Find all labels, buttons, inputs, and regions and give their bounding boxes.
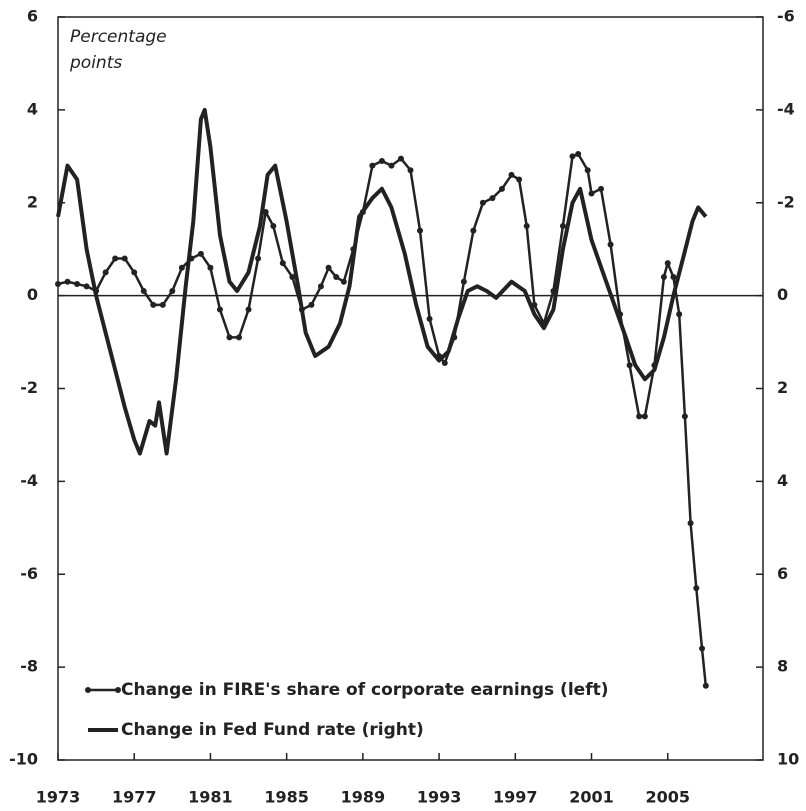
y-tick-label: 2 bbox=[27, 192, 38, 211]
y2-tick-label: 2 bbox=[777, 378, 788, 397]
y-tick-label: -4 bbox=[20, 471, 38, 490]
x-tick-label: 2005 bbox=[645, 788, 690, 807]
series-marker bbox=[255, 255, 262, 262]
series-marker bbox=[197, 250, 204, 257]
series-marker bbox=[626, 362, 633, 369]
x-tick-label: 2001 bbox=[569, 788, 614, 807]
series-marker bbox=[569, 153, 576, 160]
series-marker bbox=[102, 269, 109, 276]
series-marker bbox=[279, 260, 286, 267]
series-marker bbox=[508, 171, 515, 178]
series-marker bbox=[64, 278, 71, 285]
series-line bbox=[56, 107, 708, 456]
series-marker bbox=[523, 222, 530, 229]
series-marker bbox=[112, 255, 119, 262]
series-marker bbox=[575, 150, 582, 157]
y-tick-label: -8 bbox=[20, 657, 38, 676]
x-tick-label: 1973 bbox=[36, 788, 81, 807]
y2-tick-label: 0 bbox=[777, 285, 788, 304]
series-marker bbox=[660, 274, 667, 281]
series-marker bbox=[378, 157, 385, 164]
y2-tick-label: 10 bbox=[777, 750, 799, 769]
series-marker bbox=[407, 167, 414, 174]
series-marker bbox=[159, 301, 166, 308]
legend-marker bbox=[85, 687, 91, 693]
series-marker bbox=[150, 301, 157, 308]
legend-marker bbox=[115, 687, 121, 693]
series-marker bbox=[702, 682, 709, 689]
series-marker bbox=[641, 413, 648, 420]
series-marker bbox=[598, 185, 605, 192]
y2-tick-label: -6 bbox=[777, 7, 795, 26]
series-marker bbox=[699, 645, 706, 652]
series-marker bbox=[479, 199, 486, 206]
y2-tick-label: -2 bbox=[777, 192, 795, 211]
axis-annotation: Percentage points bbox=[70, 27, 167, 73]
series-marker bbox=[121, 255, 128, 262]
series-marker bbox=[74, 281, 81, 288]
series-marker bbox=[216, 306, 223, 313]
series-marker bbox=[270, 222, 277, 229]
y-tick-label: -6 bbox=[20, 564, 38, 583]
series-marker bbox=[55, 281, 61, 288]
y-tick-label: 0 bbox=[27, 285, 38, 304]
series-marker bbox=[441, 359, 448, 366]
series-marker bbox=[584, 167, 591, 174]
series-marker bbox=[693, 585, 700, 592]
y-tick-label: 6 bbox=[27, 7, 38, 26]
series-marker bbox=[226, 334, 233, 341]
y-tick-label: -2 bbox=[20, 378, 38, 397]
series-marker bbox=[83, 283, 90, 290]
y2-tick-label: 6 bbox=[777, 564, 788, 583]
series-marker bbox=[169, 287, 176, 294]
series-marker bbox=[516, 176, 523, 183]
series-marker bbox=[588, 190, 595, 197]
plot-frame bbox=[57, 16, 764, 761]
y2-tick-label: 4 bbox=[777, 471, 788, 490]
series-marker bbox=[207, 264, 214, 271]
series-marker bbox=[681, 413, 688, 420]
series-marker bbox=[140, 287, 147, 294]
y2-tick-label: 8 bbox=[777, 657, 788, 676]
y2-tick-label: -4 bbox=[777, 99, 795, 118]
legend-label: Change in Fed Fund rate (right) bbox=[121, 720, 424, 740]
series-marker bbox=[245, 306, 252, 313]
series-marker bbox=[607, 241, 614, 248]
series-marker bbox=[236, 334, 243, 341]
series-marker bbox=[670, 274, 677, 281]
series-marker bbox=[388, 162, 395, 169]
series-marker bbox=[369, 162, 376, 169]
y-tick-label: -10 bbox=[9, 750, 38, 769]
x-tick-label: 1977 bbox=[112, 788, 157, 807]
x-tick-label: 1997 bbox=[493, 788, 538, 807]
series-marker bbox=[498, 185, 505, 192]
series-marker bbox=[333, 274, 340, 281]
series-marker bbox=[340, 278, 347, 285]
series-marker bbox=[289, 274, 296, 281]
y-tick-label: 4 bbox=[27, 99, 38, 118]
series-marker bbox=[460, 278, 467, 285]
series-marker bbox=[317, 283, 324, 290]
series-marker bbox=[559, 222, 566, 229]
series-marker bbox=[470, 227, 477, 234]
x-tick-label: 1981 bbox=[188, 788, 233, 807]
series-marker bbox=[676, 311, 683, 318]
series-marker bbox=[308, 301, 315, 308]
x-tick-label: 1989 bbox=[341, 788, 386, 807]
series-marker bbox=[178, 264, 185, 271]
x-tick-label: 1993 bbox=[417, 788, 462, 807]
series-marker bbox=[417, 227, 424, 234]
series-marker bbox=[687, 520, 694, 527]
series-marker bbox=[426, 315, 433, 322]
legend-label: Change in FIRE's share of corporate earn… bbox=[121, 680, 608, 700]
series-marker bbox=[325, 264, 332, 271]
series-marker bbox=[636, 413, 643, 420]
series-marker bbox=[131, 269, 138, 276]
x-tick-label: 1985 bbox=[264, 788, 309, 807]
series-marker bbox=[664, 260, 671, 267]
series-marker bbox=[397, 155, 404, 162]
series-marker bbox=[489, 195, 496, 202]
